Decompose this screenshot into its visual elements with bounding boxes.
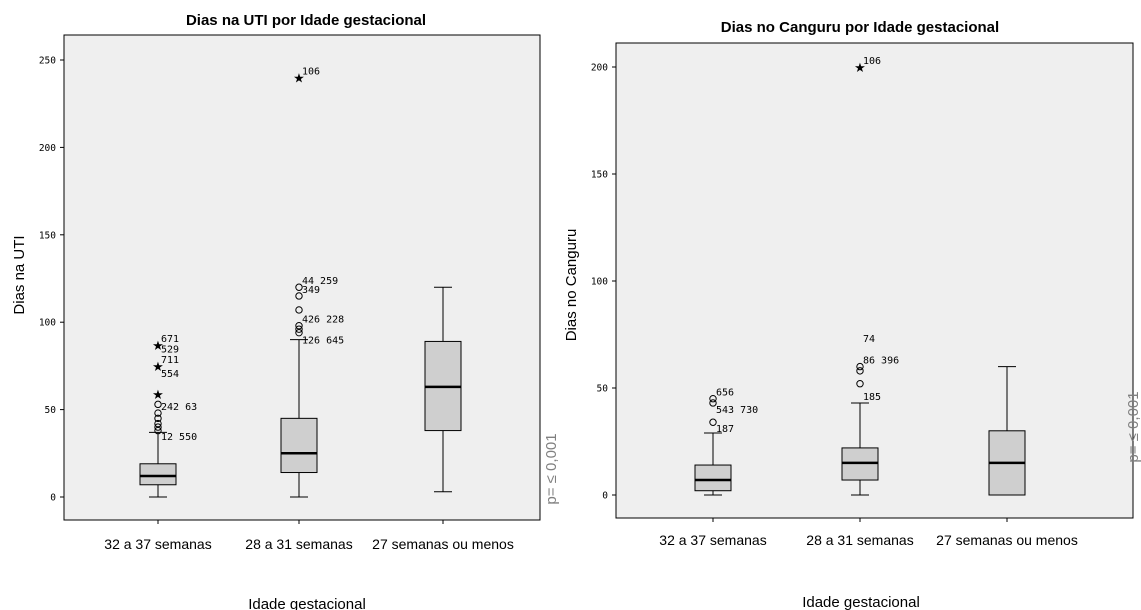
- x-category-label: 28 a 31 semanas: [806, 532, 913, 548]
- outlier-label: 86 396: [863, 356, 899, 367]
- chart-title-left: Dias na UTI por Idade gestacional: [186, 12, 426, 29]
- outlier-label: 12 550: [161, 432, 197, 443]
- outlier-label: 187: [716, 424, 734, 435]
- outlier-label: 106: [302, 66, 320, 77]
- y-axis-label-right: Dias no Canguru: [563, 229, 580, 342]
- y-tick-label: 200: [39, 143, 56, 154]
- outlier-label: 106: [863, 56, 881, 67]
- outlier-circle: [295, 306, 303, 314]
- outlier-circle: [295, 321, 303, 330]
- x-axis-label-left: Idade gestacional: [248, 596, 366, 610]
- outlier-circle: [154, 400, 162, 409]
- p-value-left: p= ≤ 0,001: [543, 433, 560, 504]
- outlier-circle: [295, 292, 303, 300]
- chart-right: Dias no Canguru por Idade gestacional Di…: [563, 19, 1141, 610]
- outlier-circle: [709, 395, 717, 403]
- outlier-circle: [295, 328, 303, 337]
- outlier-circle: [154, 419, 162, 428]
- y-tick-label: 250: [39, 56, 56, 67]
- y-tick-label: 0: [602, 491, 608, 502]
- outlier-label: 426 228: [302, 315, 344, 326]
- box: [694, 464, 732, 492]
- outlier-star: ★: [293, 71, 305, 86]
- y-axis-label-left: Dias na UTI: [11, 235, 28, 314]
- y-tick-label: 0: [50, 493, 56, 504]
- chart-title-right: Dias no Canguru por Idade gestacional: [721, 19, 999, 36]
- y-tick-label: 200: [591, 63, 608, 74]
- outlier-label: 543 730: [716, 405, 758, 416]
- outlier-circle: [295, 325, 303, 333]
- x-category-label: 32 a 37 semanas: [104, 536, 211, 552]
- outlier-label: 656: [716, 388, 734, 399]
- outlier-circle: [154, 414, 162, 423]
- outlier-star: ★: [152, 388, 164, 403]
- outlier-label: 529: [161, 344, 179, 355]
- outlier-star: ★: [152, 360, 164, 375]
- outlier-circle: [709, 399, 717, 407]
- plot-area-right: [615, 42, 1134, 519]
- outlier-label: 185: [863, 392, 881, 403]
- outlier-circle: [154, 423, 162, 431]
- x-axis-label-right: Idade gestacional: [802, 594, 920, 610]
- outlier-circle: [154, 426, 162, 435]
- outlier-circle: [856, 367, 864, 375]
- p-value-right: p= ≤ 0,001: [1125, 391, 1141, 462]
- y-tick-label: 100: [591, 277, 608, 288]
- outlier-circle: [856, 362, 864, 371]
- x-category-label: 32 a 37 semanas: [659, 532, 766, 548]
- outlier-label: 711: [161, 355, 179, 366]
- outlier-circle: [295, 283, 303, 291]
- outlier-circle: [154, 409, 162, 417]
- y-tick-label: 150: [39, 230, 56, 241]
- box: [139, 463, 177, 486]
- outlier-label: 349: [302, 285, 320, 296]
- outlier-label: 242 63: [161, 402, 197, 413]
- box: [280, 417, 318, 474]
- outlier-label: 554: [161, 369, 179, 380]
- x-category-label: 28 a 31 semanas: [245, 536, 352, 552]
- outlier-star: ★: [152, 339, 164, 354]
- y-tick-label: 100: [39, 318, 56, 329]
- outlier-label: 671: [161, 334, 179, 345]
- outlier-label: 126 645: [302, 336, 344, 347]
- y-tick-label: 50: [45, 405, 57, 416]
- chart-left: Dias na UTI por Idade gestacional Dias n…: [11, 12, 560, 610]
- chart-marks-left: 0 50 100 150 200 250 32 a 37 semanas 28 a 31 se…: [39, 56, 514, 553]
- x-category-label: 27 semanas ou menos: [936, 532, 1078, 548]
- outlier-label: 44 259: [302, 276, 338, 287]
- outlier-star: ★: [854, 61, 866, 76]
- x-category-label: 27 semanas ou menos: [372, 536, 514, 552]
- outlier-circle: [856, 380, 864, 388]
- outlier-circle: [709, 418, 717, 426]
- chart-marks-right: 0 50 100 150 200 32 a 37 semanas 28 a 31 seman…: [591, 56, 1078, 548]
- y-tick-label: 50: [597, 384, 609, 395]
- outlier-label: 74: [863, 334, 875, 345]
- y-tick-label: 150: [591, 170, 608, 181]
